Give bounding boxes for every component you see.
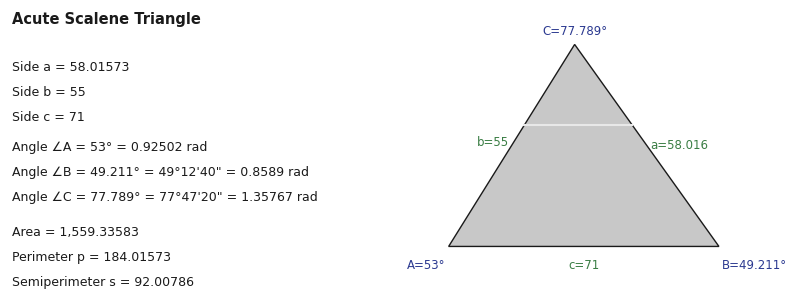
Text: Semiperimeter s = 92.00786: Semiperimeter s = 92.00786 (13, 276, 194, 289)
Text: Side c = 71: Side c = 71 (13, 111, 86, 124)
Text: Acute Scalene Triangle: Acute Scalene Triangle (13, 12, 202, 27)
Text: B=49.211°: B=49.211° (722, 259, 787, 272)
Text: C=77.789°: C=77.789° (542, 25, 607, 38)
Text: Side a = 58.01573: Side a = 58.01573 (13, 61, 130, 74)
Text: Angle ∠C = 77.789° = 77°47'20" = 1.35767 rad: Angle ∠C = 77.789° = 77°47'20" = 1.35767… (13, 191, 318, 204)
Text: A=53°: A=53° (406, 259, 446, 272)
Text: c=71: c=71 (568, 259, 599, 272)
Text: Angle ∠A = 53° = 0.92502 rad: Angle ∠A = 53° = 0.92502 rad (13, 141, 208, 154)
Polygon shape (449, 45, 719, 246)
Text: Perimeter p = 184.01573: Perimeter p = 184.01573 (13, 251, 171, 264)
Text: a=58.016: a=58.016 (650, 139, 708, 152)
Text: b=55: b=55 (477, 136, 509, 149)
Text: Angle ∠B = 49.211° = 49°12'40" = 0.8589 rad: Angle ∠B = 49.211° = 49°12'40" = 0.8589 … (13, 166, 310, 179)
Text: Area = 1,559.33583: Area = 1,559.33583 (13, 226, 139, 239)
Text: Side b = 55: Side b = 55 (13, 86, 86, 99)
